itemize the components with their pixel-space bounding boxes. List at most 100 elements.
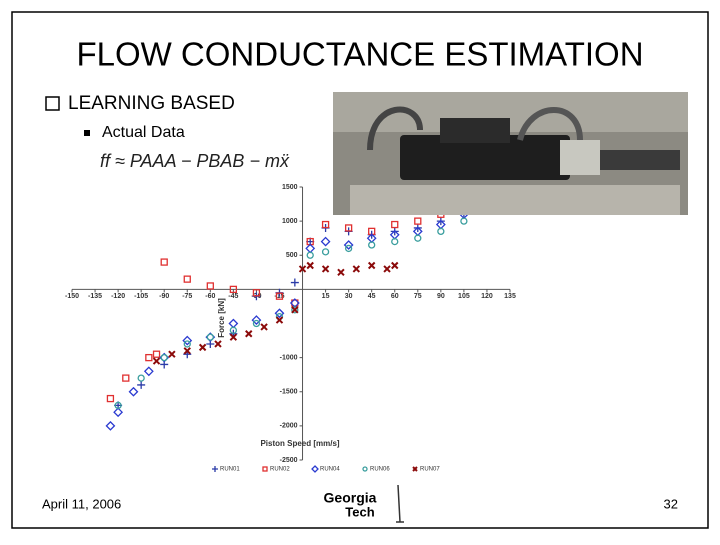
point (183, 275, 191, 283)
legend-label: RUN02 (270, 467, 290, 473)
bullet-text: LEARNING BASED (68, 93, 235, 114)
y-tick-label: 500 (286, 252, 298, 259)
x-tick-label: 30 (345, 293, 353, 300)
point (105, 420, 116, 431)
x-tick-label: -150 (65, 293, 79, 300)
point (152, 357, 161, 365)
y-tick-label: -2000 (280, 423, 298, 430)
point (391, 237, 399, 246)
logo-text: Georgia (324, 490, 377, 506)
x-tick-label: 75 (414, 293, 422, 300)
point (229, 326, 238, 334)
point (306, 261, 314, 270)
point (291, 299, 299, 307)
point (391, 220, 399, 229)
y-tick-label: -1500 (280, 389, 298, 396)
plot: -150 -135 -120 -105 -90 -75 -60 -45 -30 -15 15 30 45… (65, 184, 516, 473)
point (368, 241, 376, 249)
point (114, 401, 122, 410)
legend-marker (262, 466, 268, 472)
x-tick-label: 105 (458, 293, 470, 300)
point (252, 289, 261, 297)
point (183, 347, 191, 355)
y-tick-label: 1500 (282, 184, 298, 191)
point (122, 374, 130, 382)
sub-bullet-icon (84, 130, 90, 136)
point (198, 343, 207, 352)
point (414, 234, 422, 242)
legend-marker (311, 465, 319, 473)
x-tick-label: -105 (134, 293, 148, 300)
point (152, 350, 161, 358)
point (160, 258, 168, 266)
x-tick-label: 90 (437, 293, 445, 300)
point (137, 380, 146, 389)
x-tick-label: 135 (504, 293, 516, 300)
point (352, 265, 361, 273)
x-tick-label: -90 (159, 293, 169, 300)
point (298, 265, 307, 273)
point (145, 353, 153, 362)
point (206, 282, 214, 290)
point (320, 236, 331, 247)
point (168, 350, 176, 358)
formula: ff ≈ PAAA − PBAB − mẍ (100, 151, 290, 171)
x-tick-label: -75 (182, 293, 192, 300)
logo-icon (396, 484, 404, 523)
point (275, 316, 284, 324)
y-tick-label: -2500 (280, 457, 298, 464)
y-tick-label: 1000 (282, 218, 298, 225)
point (260, 323, 268, 331)
point (245, 330, 253, 338)
legend-marker (362, 466, 368, 472)
point (106, 394, 115, 403)
slide-title: FLOW CONDUCTANCE ESTIMATION (76, 36, 643, 73)
x-tick-label: -120 (111, 293, 125, 300)
point (229, 333, 238, 341)
point (183, 340, 191, 348)
point (291, 306, 299, 314)
legend-label: RUN04 (320, 467, 340, 473)
point (113, 407, 124, 418)
y-tick-label: -1000 (280, 354, 298, 361)
point (321, 265, 330, 273)
point (337, 268, 345, 277)
legend-marker (412, 466, 418, 472)
x-tick-label: 15 (322, 293, 330, 300)
point (460, 217, 468, 225)
bullet-icon (45, 96, 60, 111)
point (128, 386, 139, 397)
point (290, 278, 299, 287)
point (321, 248, 330, 256)
point (391, 261, 399, 270)
photo (333, 92, 688, 215)
footer-date: April 11, 2006 (42, 496, 121, 511)
point (275, 292, 284, 300)
sub-bullet-text: Actual Data (102, 124, 185, 141)
point (160, 353, 168, 362)
page-number: 32 (664, 496, 678, 511)
point (206, 333, 214, 341)
point (437, 227, 445, 236)
legend-label: RUN07 (420, 467, 440, 473)
point (251, 315, 262, 326)
x-tick-label: -135 (88, 293, 102, 300)
x-tick-label: -45 (228, 293, 238, 300)
x-tick-label: -60 (205, 293, 215, 300)
y-axis-label: Force [kN] (217, 298, 226, 338)
point (291, 306, 299, 314)
x-axis-label: Piston Speed [mm/s] (260, 439, 339, 448)
point (143, 366, 154, 377)
point (414, 217, 422, 225)
point (306, 251, 314, 259)
point (343, 240, 354, 250)
point (344, 224, 353, 232)
x-tick-label: 60 (391, 293, 399, 300)
point (229, 285, 238, 294)
point (137, 374, 145, 382)
legend-label: RUN01 (220, 467, 240, 473)
x-tick-label: 120 (481, 293, 493, 300)
point (367, 261, 376, 270)
point (321, 220, 330, 229)
